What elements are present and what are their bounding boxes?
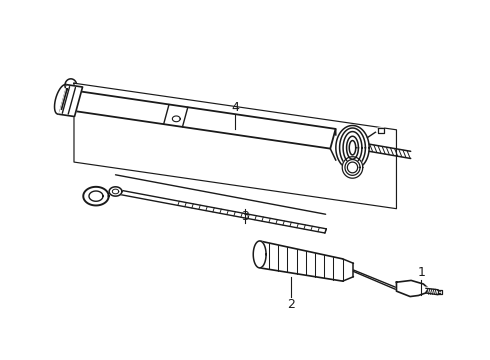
Polygon shape xyxy=(54,85,66,114)
Polygon shape xyxy=(336,126,369,170)
Polygon shape xyxy=(376,128,384,133)
Polygon shape xyxy=(172,116,180,122)
Polygon shape xyxy=(396,280,428,297)
Polygon shape xyxy=(347,162,358,173)
Polygon shape xyxy=(342,157,363,178)
Polygon shape xyxy=(260,241,343,281)
Polygon shape xyxy=(109,187,122,196)
Polygon shape xyxy=(343,132,362,164)
Polygon shape xyxy=(438,291,442,294)
Polygon shape xyxy=(62,89,67,109)
Polygon shape xyxy=(115,189,326,233)
Text: 4: 4 xyxy=(231,101,239,114)
Polygon shape xyxy=(346,136,358,159)
Polygon shape xyxy=(253,241,266,268)
Text: 1: 1 xyxy=(418,266,426,279)
Polygon shape xyxy=(62,90,336,149)
Text: 3: 3 xyxy=(241,210,249,223)
Polygon shape xyxy=(345,159,360,175)
Polygon shape xyxy=(349,140,356,155)
Polygon shape xyxy=(83,187,109,206)
Polygon shape xyxy=(340,128,366,167)
Text: 2: 2 xyxy=(288,298,295,311)
Polygon shape xyxy=(58,85,82,117)
